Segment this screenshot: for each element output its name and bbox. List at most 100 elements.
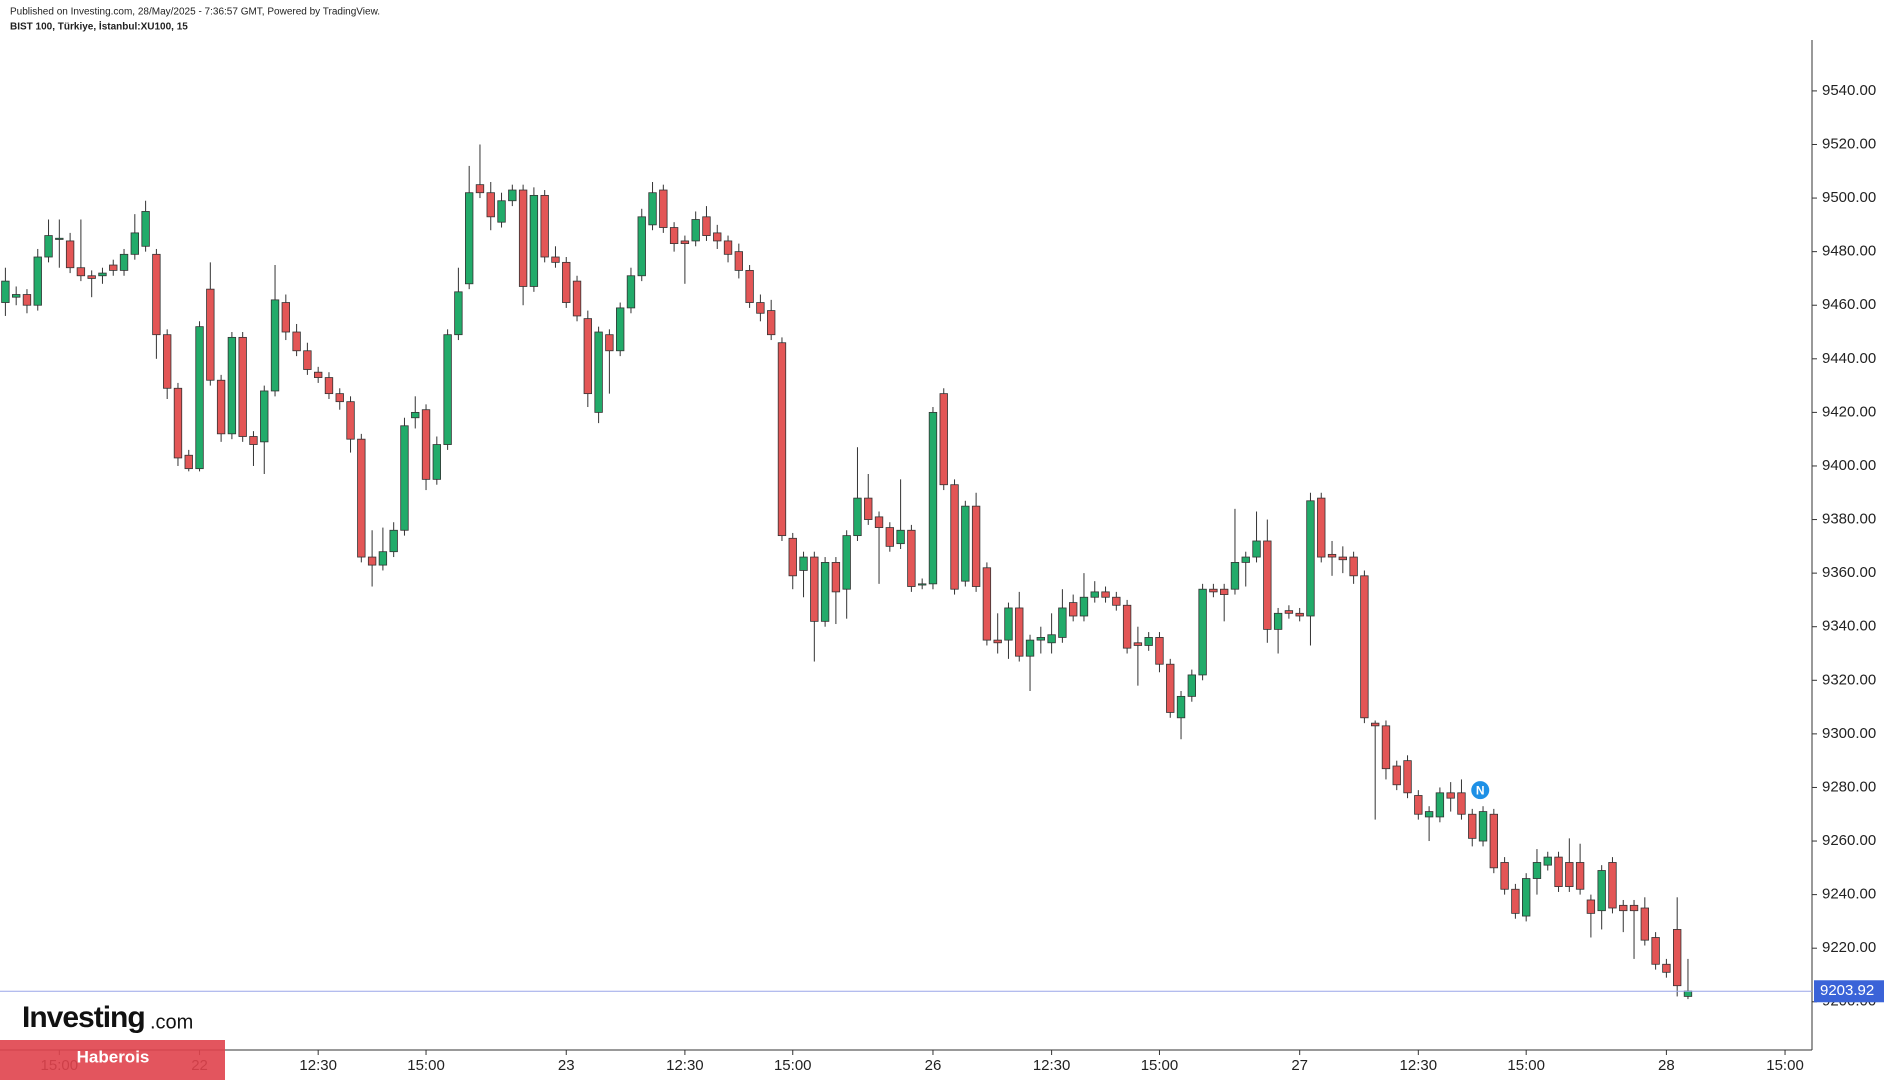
candle-body [119, 253, 129, 271]
candle-body [680, 240, 690, 245]
y-tick-label: 9480.00 [1822, 243, 1876, 260]
candle-body [993, 639, 1002, 644]
candle-body [777, 342, 787, 537]
y-tick-label: 9460.00 [1822, 296, 1876, 313]
candle-body [1317, 497, 1326, 558]
candle-body [723, 240, 733, 255]
candle-body [1586, 899, 1596, 914]
candle-body [874, 516, 884, 528]
candle-body [55, 237, 64, 240]
x-tick-label: 26 [925, 1057, 942, 1074]
candle-body [260, 390, 269, 443]
chart-title: BIST 100, Türkiye, İstanbul:XU100, 15 [10, 20, 188, 33]
x-tick-label: 15:00 [1766, 1057, 1804, 1074]
candle-body [1619, 904, 1628, 912]
candle-body [292, 331, 301, 352]
last-price-label: 9203.92 [1820, 982, 1874, 999]
candle-body [1673, 929, 1682, 987]
candle-body [788, 537, 797, 577]
candle-body [885, 527, 894, 547]
candle-body [1349, 556, 1358, 577]
candle-body [109, 264, 118, 271]
y-tick-label: 9360.00 [1822, 564, 1876, 581]
publisher-note: Published on Investing.com, 28/May/2025 … [10, 7, 380, 18]
candle-body [1241, 556, 1250, 563]
candle-body [497, 200, 506, 223]
candle-body [1155, 637, 1164, 665]
candle-body [982, 567, 992, 641]
candle-body [1, 280, 10, 303]
candle-body [616, 307, 625, 352]
candle-body [551, 256, 560, 263]
candle-body [605, 334, 614, 352]
candle-body [1360, 575, 1369, 719]
x-tick-label: 28 [1658, 1057, 1675, 1074]
logo: Investing .com [22, 1001, 193, 1034]
candle-body [928, 411, 938, 585]
candle-body [1058, 607, 1067, 638]
candle-body [1371, 722, 1380, 727]
event-marker [1469, 779, 1492, 802]
y-tick-label: 9300.00 [1822, 725, 1876, 742]
x-tick-label: 15:00 [1507, 1057, 1545, 1074]
candle-body [281, 302, 290, 333]
candle-body [1015, 607, 1024, 657]
candle-body [486, 192, 495, 218]
candle-body [1047, 634, 1056, 644]
candle-body [314, 371, 323, 378]
candle-body [335, 393, 344, 403]
candle-body [1457, 792, 1466, 815]
y-tick-label: 9380.00 [1822, 511, 1876, 528]
candle-body [1597, 870, 1606, 912]
candle-body [907, 529, 916, 587]
candle-body [389, 529, 398, 553]
candle-body [1403, 760, 1412, 794]
candle-body [12, 294, 21, 298]
candle-body [1144, 637, 1153, 646]
candle-body [767, 310, 776, 336]
candle-body [411, 411, 420, 419]
candle-body [1273, 612, 1283, 630]
y-tick-label: 9440.00 [1822, 350, 1876, 367]
candle-body [713, 232, 722, 242]
y-tick-label: 9220.00 [1822, 939, 1876, 956]
candle-body [1176, 695, 1186, 719]
candle-body [1532, 862, 1542, 879]
y-tick-label: 9500.00 [1822, 189, 1876, 206]
candle-body [1230, 562, 1240, 590]
watermark-text: Haberois [77, 1047, 150, 1066]
candle-body [22, 294, 32, 306]
candle-body [1263, 540, 1272, 630]
candle-body [831, 562, 841, 593]
candle-body [1468, 813, 1477, 839]
candle-body [1112, 596, 1121, 606]
candle-body [249, 436, 258, 445]
y-tick-label: 9540.00 [1822, 82, 1876, 99]
candle-body [518, 189, 528, 287]
candle-body [1101, 591, 1110, 598]
candle-body [820, 562, 830, 622]
candle-body [702, 216, 711, 236]
candle-body [303, 350, 312, 370]
candle-body [141, 211, 150, 247]
candle-body [1424, 811, 1434, 818]
candle-body [853, 497, 862, 537]
candle-body [1640, 907, 1649, 941]
candle-body [637, 216, 646, 277]
candle-body [950, 484, 959, 590]
candle-body [475, 184, 485, 194]
candle-body [421, 409, 431, 480]
candle-body [1166, 663, 1175, 713]
candle-body [799, 556, 808, 571]
candle-body [669, 227, 679, 245]
candle-body [1565, 862, 1574, 887]
candle-body [227, 336, 237, 435]
event-marker-label: N [1476, 783, 1485, 797]
candle-body [1187, 674, 1196, 697]
x-tick-label: 23 [558, 1057, 575, 1074]
y-tick-label: 9240.00 [1822, 886, 1876, 903]
candle-body [583, 318, 592, 395]
y-tick-label: 9520.00 [1822, 135, 1876, 152]
